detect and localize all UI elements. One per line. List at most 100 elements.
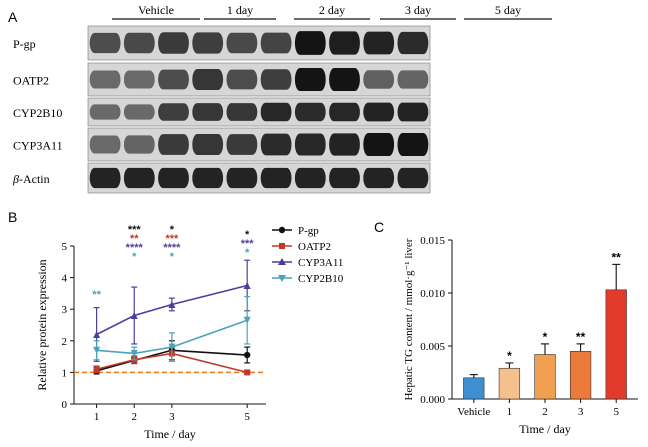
data-point	[93, 366, 100, 373]
blot-band	[226, 167, 258, 189]
blot-band	[226, 32, 258, 54]
blot-band	[329, 102, 360, 122]
blot-band	[123, 135, 155, 154]
significance-mark: *	[245, 229, 250, 241]
significance-mark: **	[130, 233, 139, 245]
bar	[605, 289, 627, 400]
blot-band	[329, 31, 360, 55]
protein-label: β-Actin	[12, 172, 50, 186]
x-tick-label: 2	[131, 411, 137, 423]
data-point	[130, 312, 138, 320]
y-tick-label: 2	[62, 336, 68, 348]
series-line	[96, 349, 248, 372]
x-tick-label: Vehicle	[457, 406, 490, 418]
bar	[569, 350, 592, 400]
significance-mark: *	[245, 247, 250, 259]
protein-label: P-gp	[13, 37, 36, 51]
y-tick-label: 0.010	[420, 288, 445, 300]
blot-band	[226, 103, 258, 121]
blot-band	[363, 70, 395, 89]
blot-band	[260, 102, 292, 122]
blot-band	[397, 70, 429, 89]
x-axis-label: Time / day	[144, 427, 196, 441]
significance-mark: ***	[128, 224, 142, 236]
blot-band	[294, 133, 326, 156]
x-tick-label: 3	[578, 406, 584, 418]
legend-label: CYP2B10	[298, 273, 344, 285]
blot-band	[89, 32, 121, 54]
blot-band	[226, 69, 258, 90]
blot-band	[123, 104, 155, 120]
blot-band	[89, 135, 121, 154]
data-point	[243, 282, 251, 289]
significance-mark: **	[576, 330, 586, 344]
data-point	[93, 330, 101, 338]
y-tick-label: 3	[62, 304, 68, 316]
y-axis-label: Relative protein expression	[35, 259, 49, 390]
blot-band	[123, 70, 155, 89]
series-line	[96, 284, 248, 336]
blot-band	[294, 31, 326, 55]
x-tick-label: 2	[542, 406, 548, 418]
y-tick-label: 0	[62, 399, 68, 411]
data-point	[243, 351, 251, 359]
panel-a-label: A	[8, 9, 18, 25]
blot-band	[397, 167, 429, 189]
blot-band	[329, 67, 360, 92]
blot-band	[397, 102, 429, 122]
bar	[463, 377, 485, 400]
panel-b-label: B	[8, 209, 17, 225]
y-tick-label: 0.005	[420, 341, 445, 353]
data-point	[243, 316, 251, 324]
y-tick-label: 0.015	[420, 235, 445, 247]
y-tick-label: 4	[62, 273, 68, 285]
data-point	[168, 343, 176, 351]
blot-band	[192, 133, 224, 156]
y-tick-label: 0.000	[420, 394, 445, 406]
blot-band	[192, 103, 224, 121]
bar	[498, 367, 521, 400]
blot-band	[329, 133, 360, 156]
blot-band	[123, 167, 155, 189]
blot-band	[158, 103, 189, 121]
significance-mark: *	[170, 224, 175, 236]
bar-chart: 0.000 0.005 0.010 0.015 Vehicle * 1 * 2 ** 3 ** 5 Tim…	[403, 235, 638, 436]
significance-mark: *	[507, 349, 512, 363]
significance-mark: *	[543, 330, 548, 344]
protein-label: OATP2	[13, 74, 49, 88]
data-point	[130, 349, 138, 357]
legend-label: P-gp	[298, 225, 319, 237]
x-tick-label: 3	[169, 411, 175, 423]
x-tick-label: 1	[507, 406, 513, 418]
blot-band	[294, 102, 326, 122]
y-tick-label: 1	[62, 367, 68, 379]
blot-band	[363, 31, 395, 55]
group-label: 5 day	[495, 3, 521, 17]
blot-band	[158, 69, 189, 90]
blot-band	[226, 134, 258, 155]
protein-label: CYP3A11	[13, 139, 63, 153]
x-tick-label: 5	[613, 406, 619, 418]
protein-label: CYP2B10	[13, 106, 62, 120]
group-label: 1 day	[227, 3, 253, 17]
significance-mark: ****	[163, 242, 181, 254]
x-axis-label: Time / day	[519, 422, 571, 436]
legend-marker	[278, 275, 286, 282]
legend-marker	[278, 258, 286, 265]
significance-mark: *	[132, 251, 137, 263]
blot-band	[158, 32, 189, 54]
blot-band	[397, 132, 429, 157]
blot-band	[89, 104, 121, 120]
significance-mark: ****	[126, 242, 144, 254]
blot-band	[294, 67, 326, 92]
series-line	[96, 352, 248, 374]
blot-band	[363, 132, 395, 157]
blot-band	[192, 68, 224, 91]
legend-label: OATP2	[298, 241, 331, 253]
x-tick-label: 5	[244, 411, 250, 423]
blot-band	[363, 102, 395, 122]
y-tick-label: 5	[62, 241, 68, 253]
blot-band	[192, 32, 224, 54]
blot-band	[89, 70, 121, 89]
data-point	[244, 369, 251, 376]
